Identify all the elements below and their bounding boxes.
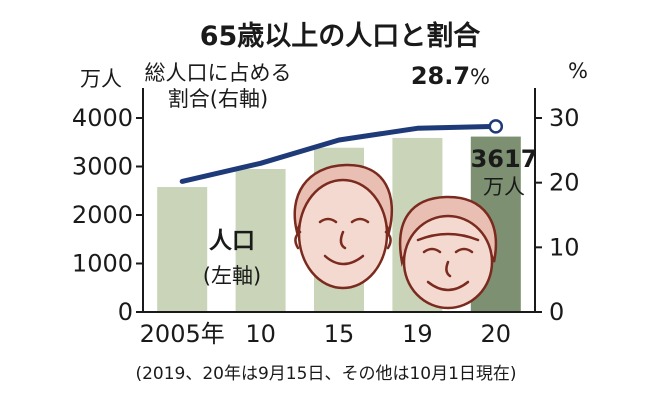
elderly-man-illustration xyxy=(293,163,394,290)
left-tick-label-4: 0 xyxy=(118,298,133,326)
right-axis-unit: % xyxy=(568,59,588,83)
x-tick-label-3: 19 xyxy=(402,320,433,348)
last-ratio-unit: % xyxy=(470,65,490,89)
ratio-end-marker xyxy=(488,119,504,134)
x-tick-label-0: 2005年 xyxy=(140,320,225,348)
x-tick-label-1: 10 xyxy=(245,320,276,348)
right-tick-label-2: 10 xyxy=(549,233,580,261)
left-tick-label-1: 3000 xyxy=(72,153,133,181)
elderly-woman-illustration xyxy=(398,195,498,310)
last-bar-unit: 万人 xyxy=(483,175,525,199)
left-axis-unit: 万人 xyxy=(80,67,122,91)
last-ratio-label: 28.7% xyxy=(411,62,490,90)
right-tick-label-1: 20 xyxy=(549,169,580,197)
left-axis-ticks: 4000 3000 2000 1000 0 xyxy=(72,104,143,326)
x-tick-label-2: 15 xyxy=(324,320,355,348)
x-tick-label-4: 20 xyxy=(481,320,512,348)
x-axis-ticks: 2005年 10 15 19 20 xyxy=(140,320,511,348)
bar-series-label-line1: 人口 xyxy=(209,228,255,254)
footnote: (2019、20年は9月15日、その他は10月1日現在) xyxy=(135,364,516,384)
left-tick-label-0: 4000 xyxy=(72,104,133,132)
left-tick-label-3: 1000 xyxy=(72,250,133,278)
line-series-label-line2: 割合(右軸) xyxy=(168,87,268,111)
bar-series-label-line2: (左軸) xyxy=(203,264,261,288)
bar-1 xyxy=(235,169,286,312)
right-tick-label-3: 0 xyxy=(549,298,564,326)
left-tick-label-2: 2000 xyxy=(72,201,133,229)
right-axis-ticks: 30 20 10 0 xyxy=(535,104,580,326)
last-ratio-value: 28.7 xyxy=(411,62,470,90)
bar-0 xyxy=(157,187,208,312)
chart-title: 65歳以上の人口と割合 xyxy=(200,20,481,52)
ratio-line xyxy=(179,123,499,184)
last-bar-value: 3617 xyxy=(471,145,538,173)
right-tick-label-0: 30 xyxy=(549,104,580,132)
line-series-label-line1: 総人口に占める xyxy=(145,61,292,85)
